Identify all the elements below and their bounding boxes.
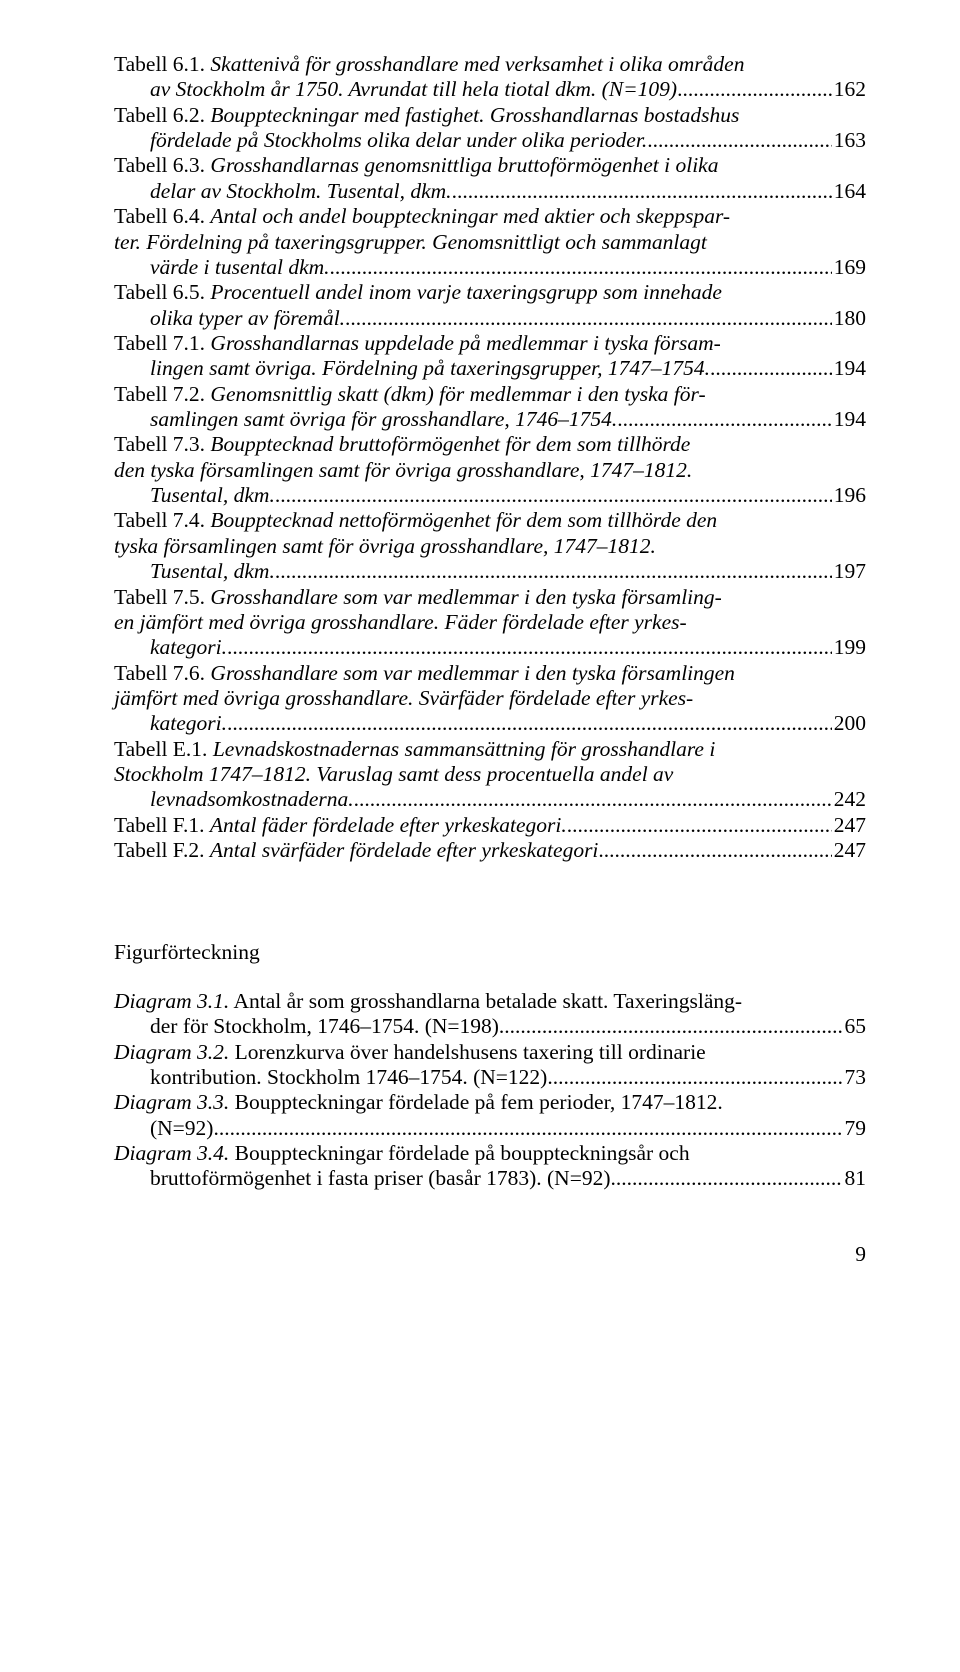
toc-label: Diagram 3.3.: [114, 1090, 229, 1114]
toc-page: 194: [832, 407, 866, 432]
toc-page: 180: [832, 306, 866, 331]
toc-label: Tabell F.2.: [114, 838, 205, 862]
leader-dots: [345, 306, 832, 331]
toc-page: 81: [843, 1166, 867, 1191]
toc-entry: Tabell F.1. Antal fäder fördelade efter …: [114, 813, 866, 838]
leader-dots: [617, 407, 832, 432]
toc-entry: Diagram 3.2. Lorenzkurva över handelshus…: [114, 1040, 866, 1091]
toc-entry: Tabell 6.4. Antal och andel boupptecknin…: [114, 204, 866, 280]
toc-entry: Tabell 6.1. Skattenivå för grosshandlare…: [114, 52, 866, 103]
toc-entry: Tabell 7.4. Boupptecknad nettoförmögenhe…: [114, 508, 866, 584]
leader-dots: [452, 179, 832, 204]
toc-page: 247: [832, 813, 866, 838]
toc-entry: Tabell 6.2. Bouppteckningar med fastighe…: [114, 103, 866, 154]
toc-page: 73: [843, 1065, 867, 1090]
toc-entry: Tabell 6.3. Grosshandlarnas genomsnittli…: [114, 153, 866, 204]
toc-page: 196: [832, 483, 866, 508]
toc-entry: Tabell 7.1. Grosshandlarnas uppdelade på…: [114, 331, 866, 382]
toc-entry: Tabell 6.5. Procentuell andel inom varje…: [114, 280, 866, 331]
toc-label: Tabell E.1.: [114, 737, 207, 761]
toc-label: Tabell 7.6.: [114, 661, 205, 685]
leader-dots: [275, 483, 832, 508]
toc-page: 65: [843, 1014, 867, 1039]
leader-dots: [598, 838, 831, 863]
toc-page: 247: [832, 838, 866, 863]
document-page: Tabell 6.1. Skattenivå för grosshandlare…: [0, 0, 960, 1327]
toc-label: Diagram 3.1.: [114, 989, 229, 1013]
toc-entry: Tabell 7.6. Grosshandlare som var medlem…: [114, 661, 866, 737]
toc-entry: Diagram 3.1. Antal år som grosshandlarna…: [114, 989, 866, 1040]
toc-entry: Tabell F.2. Antal svärfäder fördelade ef…: [114, 838, 866, 863]
toc-label: Tabell 6.1.: [114, 52, 205, 76]
toc-label: Tabell 6.5.: [114, 280, 205, 304]
page-number: 9: [114, 1242, 866, 1267]
leader-dots: [647, 128, 832, 153]
toc-page: 163: [832, 128, 866, 153]
toc-page: 169: [832, 255, 866, 280]
toc-label: Tabell F.1.: [114, 813, 205, 837]
toc-label: Tabell 7.4.: [114, 508, 205, 532]
toc-entry: Tabell 7.5. Grosshandlare som var medlem…: [114, 585, 866, 661]
toc-label: Tabell 7.2.: [114, 382, 205, 406]
toc-page: 79: [843, 1116, 867, 1141]
toc-page: 242: [832, 787, 866, 812]
leader-dots: [213, 1116, 842, 1141]
leader-dots: [227, 711, 832, 736]
toc-label: Diagram 3.4.: [114, 1141, 229, 1165]
leader-dots: [499, 1014, 843, 1039]
toc-label: Tabell 7.1.: [114, 331, 205, 355]
toc-page: 162: [832, 77, 866, 102]
toc-page: 200: [832, 711, 866, 736]
toc-page: 199: [832, 635, 866, 660]
toc-label: Diagram 3.2.: [114, 1040, 229, 1064]
leader-dots: [227, 635, 832, 660]
toc-entry: Tabell E.1. Levnadskostnadernas sammansä…: [114, 737, 866, 813]
toc-entry: Tabell 7.2. Genomsnittlig skatt (dkm) fö…: [114, 382, 866, 433]
leader-dots: [275, 559, 832, 584]
leader-dots: [354, 787, 832, 812]
toc-list-tables: Tabell 6.1. Skattenivå för grosshandlare…: [114, 52, 866, 864]
toc-entry: Diagram 3.3. Bouppteckningar fördelade p…: [114, 1090, 866, 1141]
leader-dots: [567, 813, 832, 838]
toc-label: Tabell 6.4.: [114, 204, 205, 228]
toc-page: 194: [832, 356, 866, 381]
toc-page: 197: [832, 559, 866, 584]
toc-label: Tabell 6.2.: [114, 103, 205, 127]
leader-dots: [547, 1065, 842, 1090]
toc-page: 164: [832, 179, 866, 204]
leader-dots: [710, 356, 832, 381]
leader-dots: [330, 255, 832, 280]
toc-label: Tabell 7.5.: [114, 585, 205, 609]
figure-list-heading: Figurförteckning: [114, 940, 866, 965]
toc-entry: Diagram 3.4. Bouppteckningar fördelade p…: [114, 1141, 866, 1192]
leader-dots: [677, 77, 832, 102]
toc-list-figures: Diagram 3.1. Antal år som grosshandlarna…: [114, 989, 866, 1192]
toc-entry: Tabell 7.3. Boupptecknad bruttoförmögenh…: [114, 432, 866, 508]
toc-label: Tabell 7.3.: [114, 432, 205, 456]
leader-dots: [616, 1166, 843, 1191]
toc-label: Tabell 6.3.: [114, 153, 205, 177]
